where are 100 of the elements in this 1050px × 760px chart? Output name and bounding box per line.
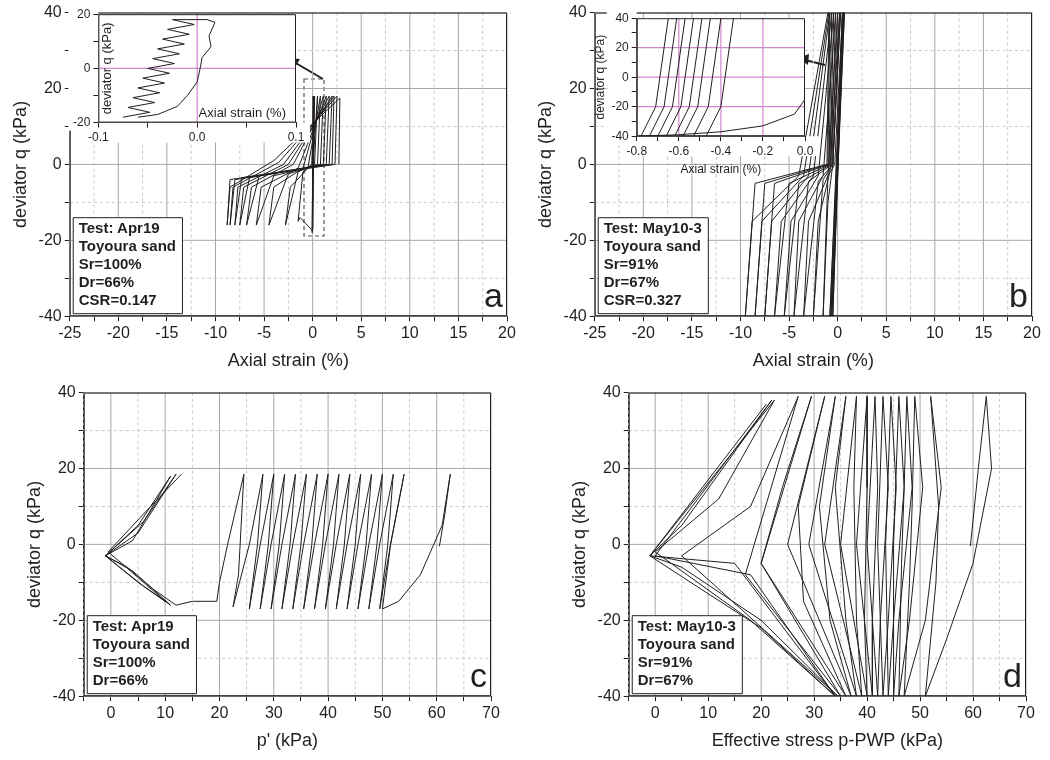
y-tick-label: -40: [611, 128, 630, 143]
y-tick-label: -20: [73, 114, 91, 129]
x-tick-label: 60: [427, 704, 446, 722]
x-tick-label: -10: [203, 324, 228, 342]
annotation: Toyoura sand: [603, 236, 701, 254]
annotation: Sr=100%: [92, 652, 156, 670]
y-tick-label: 0: [66, 534, 76, 552]
x-tick-label: -0.2: [752, 143, 774, 158]
x-tick-label: 0: [833, 324, 843, 342]
annotation: Dr=67%: [603, 272, 660, 290]
annotation: Dr=66%: [78, 272, 135, 290]
annotation: a: [484, 275, 504, 314]
annotation: Toyoura sand: [92, 634, 190, 652]
y-tick-label: -20: [38, 230, 62, 248]
annotation: Dr=66%: [92, 670, 149, 688]
x-tick-label: 10: [925, 324, 944, 342]
x-tick-label: 10: [400, 324, 419, 342]
y-axis-title: deviator q (kPa): [99, 22, 115, 115]
annotation: b: [1009, 275, 1028, 314]
x-tick-label: -25: [583, 324, 607, 342]
x-tick-label: 0: [308, 324, 318, 342]
x-tick-label: -20: [106, 324, 130, 342]
x-tick-label: 5: [881, 324, 891, 342]
annotation: c: [470, 655, 487, 694]
y-tick-label: 40: [615, 10, 630, 25]
x-axis-title: Axial strain (%): [752, 350, 874, 371]
y-tick-label: 20: [76, 6, 91, 21]
y-axis-title: deviator q (kPa): [23, 480, 44, 608]
y-tick-label: 20: [57, 458, 76, 476]
y-tick-label: 0: [52, 154, 62, 172]
annotation: Test: May10-3: [603, 218, 702, 236]
x-tick-label: 0.1: [287, 130, 305, 145]
y-tick-label: 0: [83, 60, 91, 75]
x-tick-label: -5: [256, 324, 272, 342]
x-axis-title: Axial strain (%): [227, 350, 349, 371]
y-tick-label: 20: [602, 458, 621, 476]
x-tick-label: 20: [1023, 324, 1041, 342]
y-tick-label: -20: [563, 230, 587, 248]
y-tick-label: -20: [597, 610, 621, 628]
x-tick-label: 5: [356, 324, 366, 342]
x-tick-label: 0: [106, 704, 116, 722]
x-tick-label: 15: [974, 324, 993, 342]
y-tick-label: 20: [615, 40, 630, 55]
annotation: d: [1003, 655, 1022, 694]
x-tick-label: 20: [210, 704, 229, 722]
x-axis-title: p' (kPa): [256, 730, 319, 751]
x-tick-label: -5: [781, 324, 797, 342]
x-tick-label: 50: [911, 704, 930, 722]
x-tick-label: 30: [805, 704, 824, 722]
x-axis-title: Axial strain (%): [680, 162, 762, 177]
annotation: Test: Apr19: [78, 218, 160, 236]
y-tick-label: 0: [611, 534, 621, 552]
y-tick-label: -40: [52, 686, 76, 704]
x-tick-label: 10: [156, 704, 175, 722]
annotation: Test: May10-3: [637, 616, 736, 634]
x-tick-label: 15: [449, 324, 468, 342]
annotation: Dr=67%: [637, 670, 694, 688]
y-axis-title: deviator q (kPa): [592, 34, 607, 120]
annotation: Toyoura sand: [78, 236, 176, 254]
y-tick-label: 20: [43, 78, 62, 96]
y-tick-label: 40: [568, 3, 587, 21]
x-tick-label: -0.1: [88, 130, 109, 145]
annotation: Toyoura sand: [637, 634, 735, 652]
x-tick-label: 40: [858, 704, 877, 722]
x-tick-label: 70: [1017, 704, 1035, 722]
y-tick-label: -20: [611, 99, 630, 114]
y-tick-label: -20: [52, 610, 76, 628]
y-tick-label: -40: [597, 686, 621, 704]
x-axis-title: Effective stress p-PWP (kPa): [711, 730, 944, 751]
x-tick-label: 70: [482, 704, 500, 722]
y-axis-title: deviator q (kPa): [568, 480, 589, 608]
y-tick-label: 40: [43, 3, 62, 21]
x-tick-label: -15: [680, 324, 704, 342]
x-tick-label: 0.0: [188, 130, 206, 145]
x-tick-label: 50: [373, 704, 392, 722]
y-axis-title: deviator q (kPa): [534, 100, 555, 228]
y-tick-label: 40: [57, 383, 76, 401]
x-tick-label: -20: [631, 324, 655, 342]
x-tick-label: -25: [58, 324, 82, 342]
annotation: CSR=0.327: [603, 290, 682, 308]
x-tick-label: -0.6: [668, 143, 690, 158]
x-tick-label: 10: [699, 704, 718, 722]
annotation: Test: Apr19: [92, 616, 174, 634]
y-axis-title: deviator q (kPa): [9, 100, 30, 228]
x-tick-label: 20: [752, 704, 771, 722]
y-tick-label: 0: [622, 69, 630, 84]
annotation: Sr=91%: [603, 254, 659, 272]
y-tick-label: 40: [602, 383, 621, 401]
x-tick-label: -0.4: [710, 143, 732, 158]
x-tick-label: -0.8: [626, 143, 648, 158]
x-tick-label: 60: [964, 704, 983, 722]
x-tick-label: -15: [155, 324, 179, 342]
x-tick-label: 0.0: [796, 143, 814, 158]
x-axis-title: Axial strain (%): [198, 104, 286, 120]
x-tick-label: 30: [264, 704, 283, 722]
x-tick-label: 20: [498, 324, 516, 342]
annotation: Sr=91%: [637, 652, 693, 670]
annotation: Sr=100%: [78, 254, 142, 272]
y-tick-label: 20: [568, 78, 587, 96]
annotation: CSR=0.147: [78, 290, 157, 308]
